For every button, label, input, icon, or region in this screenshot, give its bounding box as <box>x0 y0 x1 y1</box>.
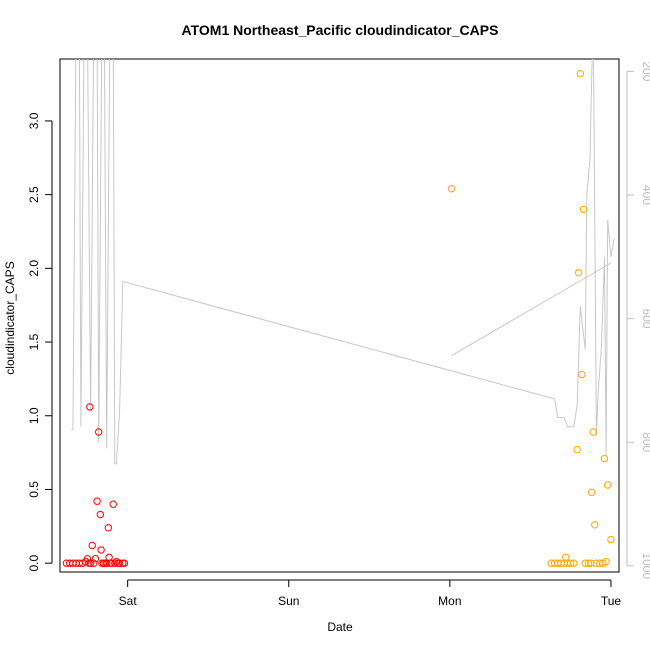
pressure-line-layer <box>71 59 615 465</box>
points-layer <box>62 70 615 567</box>
x-axis-label: Date <box>327 620 353 634</box>
data-point <box>93 497 101 505</box>
pressure-line-segment <box>451 262 612 357</box>
data-point <box>575 269 583 277</box>
data-point <box>104 524 113 532</box>
y-tick-label: 0.5 <box>27 481 41 498</box>
data-point <box>602 558 610 566</box>
x-axis: Sat Sun Mon Tue <box>119 579 622 608</box>
data-point <box>115 559 124 567</box>
data-point <box>581 559 589 567</box>
chart-title: ATOM1 Northeast_Pacific cloudindicator_C… <box>182 22 499 38</box>
data-point <box>447 185 456 193</box>
x-tick-label: Mon <box>438 594 461 608</box>
x-tick-label: Sun <box>278 594 299 608</box>
data-point <box>570 559 578 567</box>
y-tick-label: 3.0 <box>27 112 41 129</box>
x-tick-label: Sat <box>119 594 138 608</box>
data-point <box>579 205 588 214</box>
data-point <box>120 559 129 567</box>
data-point <box>567 559 575 567</box>
y-tick-label: 0.0 <box>27 554 41 571</box>
data-point <box>90 559 98 567</box>
y2-tick-label: 1000 <box>640 552 650 579</box>
data-point <box>604 481 612 489</box>
data-point <box>587 559 595 567</box>
y-axis-label: cloudindicator_CAPS <box>3 261 17 374</box>
series-0 <box>62 403 129 567</box>
data-point <box>587 488 596 497</box>
data-point <box>97 546 105 554</box>
y2-tick-label: 600 <box>640 309 650 329</box>
data-point <box>91 555 100 563</box>
y-tick-label: 2.0 <box>27 260 41 277</box>
data-point <box>111 559 119 567</box>
data-point <box>109 500 117 508</box>
data-point <box>589 428 597 436</box>
data-point <box>607 535 615 544</box>
y-tick-label: 1.0 <box>27 407 41 424</box>
data-point <box>591 521 599 529</box>
y-tick-label: 1.5 <box>27 333 41 350</box>
data-point <box>95 428 103 436</box>
data-point <box>600 454 609 463</box>
data-point <box>562 553 570 561</box>
pressure-line <box>71 59 615 465</box>
y2-tick-label: 200 <box>640 61 650 81</box>
data-point <box>96 510 105 519</box>
data-point <box>576 70 584 78</box>
data-point <box>584 559 593 567</box>
y2-tick-label: 800 <box>640 432 650 452</box>
y-axis: 0.0 0.5 1.0 1.5 2.0 2.5 3.0 <box>27 112 53 571</box>
y2-axis: 200 400 600 800 1000 <box>626 61 650 579</box>
y-tick-label: 2.5 <box>27 186 41 203</box>
data-point <box>88 541 96 550</box>
data-point <box>86 403 94 411</box>
data-point <box>86 559 95 567</box>
series-1 <box>447 70 615 567</box>
x-tick-label: Tue <box>601 594 622 608</box>
y2-tick-label: 400 <box>640 185 650 205</box>
data-point <box>573 445 581 454</box>
plot-frame <box>59 58 620 573</box>
data-point <box>578 370 586 379</box>
